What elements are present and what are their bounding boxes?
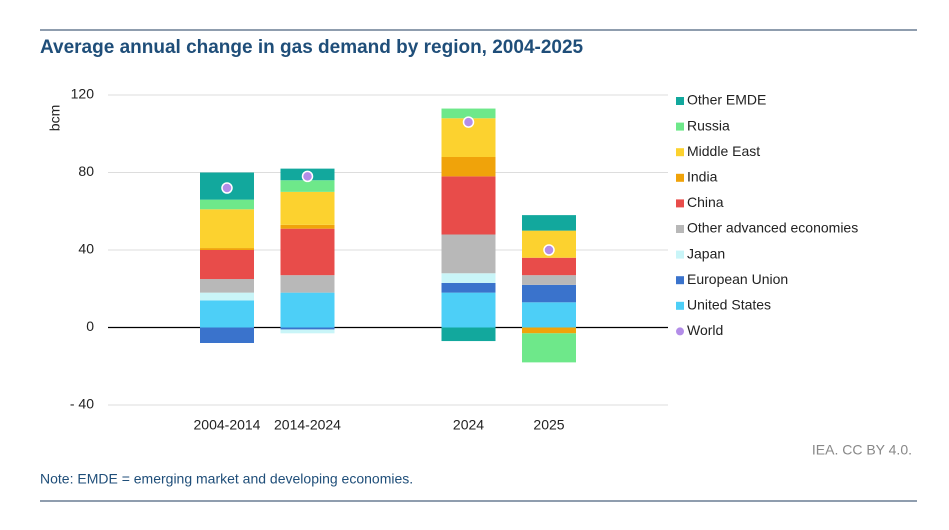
bar-segment [200,199,254,210]
legend-label: Other EMDE [687,92,766,108]
bar-segment [441,108,496,119]
legend-swatch [676,327,684,336]
x-tick-label: 2004-2014 [194,417,261,433]
bar-segment [522,257,576,276]
x-tick-label: 2024 [453,417,484,433]
bar-segment [200,292,254,301]
bar-segment [280,292,335,328]
bar-segment [200,327,254,343]
legend-label: Russia [687,117,730,133]
y-tick-label: 120 [71,86,95,102]
legend-swatch [676,173,684,182]
legend-label: European Union [687,271,788,287]
legend-swatch [676,122,684,131]
y-tick-label: 80 [78,163,94,179]
bar-segment [522,333,576,363]
world-marker [462,116,475,128]
legend-label: United States [687,297,771,313]
bar-segment [522,275,576,285]
bar-segment [280,329,335,334]
world-marker [543,244,555,256]
y-tick-label: 40 [78,241,94,257]
bar-segment [441,327,496,342]
y-axis-label: bcm [47,105,63,131]
bar-segment [441,176,496,235]
chart-title: Average annual change in gas demand by r… [40,37,584,58]
legend-label: China [687,194,724,210]
legend-swatch [676,276,684,285]
x-tick-label: 2014-2024 [274,417,341,433]
note: Note: EMDE = emerging market and develop… [40,471,413,487]
bar-segment [200,209,254,249]
bar-segment [280,180,335,192]
bar-segment [200,300,254,328]
legend-label: Japan [687,245,725,261]
legend-swatch [676,97,684,105]
legend-swatch [676,199,684,208]
bar-segment [522,302,576,328]
bar-segment [200,279,254,293]
y-tick-label: - 40 [70,396,94,412]
bar-segment [522,284,576,303]
bar-segment [280,191,335,225]
x-tick-label: 2025 [533,417,564,433]
bar-segment [441,157,496,177]
bar-segment [522,215,576,231]
bar-segment [280,224,335,229]
world-marker [221,182,233,194]
world-marker [301,170,314,183]
legend-swatch [676,225,684,233]
legend-swatch [676,250,684,259]
legend-swatch [676,148,684,157]
legend-label: India [687,169,718,185]
source: IEA. CC BY 4.0. [812,442,912,458]
bar-segment [441,234,496,274]
bar-segment [441,282,496,293]
bar-segment [441,292,496,328]
bar-segment [522,327,576,334]
bar-segment [200,250,254,280]
legend-label: Other advanced economies [687,220,858,236]
bar-segment [280,327,335,330]
bar-segment [280,275,335,293]
bar-segment [280,228,335,276]
bar-segment [200,248,254,250]
legend-label: Middle East [687,143,760,159]
legend-swatch [676,301,684,310]
y-tick-label: 0 [86,318,94,334]
legend-label: World [687,322,723,338]
bar-segment [441,273,496,283]
